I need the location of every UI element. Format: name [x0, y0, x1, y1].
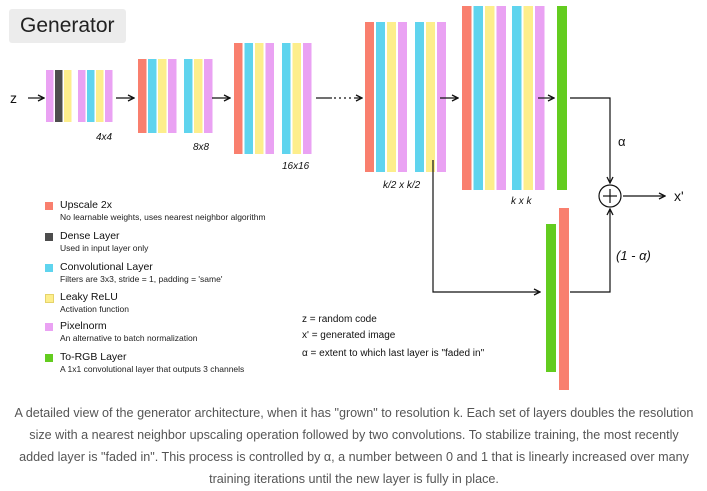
legend-title-torgb: To-RGB Layer: [60, 351, 127, 363]
layer-upscale: [234, 43, 243, 154]
legend-swatch-dense: [45, 233, 53, 241]
layer-pixelnorm: [168, 59, 177, 133]
layer-stacks: [46, 6, 545, 190]
layer-upscale: [365, 22, 374, 172]
architecture-svg: z x' α (1 - α) 4x4 8x8 16x16 k/2 x k/2 k…: [10, 6, 684, 390]
one-minus-alpha-path: [570, 209, 610, 293]
skip-connection: [432, 160, 540, 292]
legend-swatch-pixelnorm: [45, 323, 53, 331]
input-label: z: [10, 90, 17, 106]
layer-lrelu: [426, 22, 435, 172]
layer-pixelnorm: [105, 70, 113, 122]
layer-pixelnorm: [496, 6, 506, 190]
legend-desc-conv: Filters are 3x3, stride = 1, padding = '…: [60, 274, 223, 284]
layer-upscale: [138, 59, 147, 133]
layer-lrelu: [194, 59, 203, 133]
legend-title-conv: Convolutional Layer: [60, 261, 153, 273]
alpha-path: [570, 97, 610, 183]
figure-caption: A detailed view of the generator archite…: [14, 406, 694, 486]
layer-pixelnorm: [78, 70, 86, 122]
legend-swatch-torgb: [45, 354, 53, 362]
one-minus-alpha-label: (1 - α): [616, 248, 651, 263]
sum-node: [598, 184, 622, 208]
legend-desc-pixelnorm: An alternative to batch normalization: [60, 333, 198, 343]
layer-lrelu: [96, 70, 104, 122]
layer-lrelu: [485, 6, 495, 190]
diagram-title: Generator: [20, 14, 115, 37]
layer-lrelu: [64, 70, 72, 122]
layer-pixelnorm: [265, 43, 274, 154]
layer-lrelu: [292, 43, 301, 154]
legend-desc-dense: Used in input layer only: [60, 243, 149, 253]
stage-label-k: k x k: [511, 196, 533, 207]
layer-conv: [512, 6, 522, 190]
legend-desc-torgb: A 1x1 convolutional layer that outputs 3…: [60, 364, 245, 374]
layer-conv: [244, 43, 253, 154]
to-rgb-skip: [546, 224, 556, 372]
stage-label-4x4: 4x4: [96, 132, 113, 143]
generator-diagram: Generator z: [9, 6, 684, 390]
legend-title-lrelu: Leaky ReLU: [60, 291, 118, 303]
layer-conv: [87, 70, 95, 122]
legend-swatch-lrelu: [45, 294, 54, 303]
layer-lrelu: [255, 43, 264, 154]
stage-label-half-k: k/2 x k/2: [383, 180, 421, 191]
legend-title-dense: Dense Layer: [60, 230, 120, 242]
layer-pixelnorm: [46, 70, 54, 122]
output-label: x': [674, 188, 684, 204]
layer-conv: [282, 43, 291, 154]
layer-dense: [55, 70, 63, 122]
stage-label-16x16: 16x16: [282, 161, 310, 172]
layer-conv: [415, 22, 424, 172]
legend-title-pixelnorm: Pixelnorm: [60, 320, 107, 332]
layer-upscale: [462, 6, 472, 190]
layer-pixelnorm: [303, 43, 312, 154]
layer-pixelnorm: [437, 22, 446, 172]
connectors: [28, 98, 665, 292]
to-rgb-main: [557, 6, 567, 190]
alpha-label: α: [618, 134, 626, 149]
legend-title-upscale: Upscale 2x: [60, 199, 112, 211]
title-box: [9, 9, 126, 43]
layer-conv: [148, 59, 157, 133]
definition-x-prime: x' = generated image: [302, 330, 396, 341]
stage-label-8x8: 8x8: [193, 142, 210, 153]
upscale-skip: [559, 208, 569, 390]
layer-conv: [376, 22, 385, 172]
layer-pixelnorm: [398, 22, 407, 172]
definition-alpha: α = extent to which last layer is "faded…: [302, 348, 485, 359]
layer-conv: [184, 59, 193, 133]
legend-swatch-upscale: [45, 202, 53, 210]
layer-lrelu: [158, 59, 167, 133]
definition-z: z = random code: [302, 314, 377, 325]
layer-conv: [473, 6, 483, 190]
legend-desc-lrelu: Activation function: [60, 304, 129, 314]
legend-swatch-conv: [45, 264, 53, 272]
layer-pixelnorm: [204, 59, 213, 133]
legend-desc-upscale: No learnable weights, uses nearest neigh…: [60, 212, 266, 222]
layer-lrelu: [523, 6, 533, 190]
layer-lrelu: [387, 22, 396, 172]
